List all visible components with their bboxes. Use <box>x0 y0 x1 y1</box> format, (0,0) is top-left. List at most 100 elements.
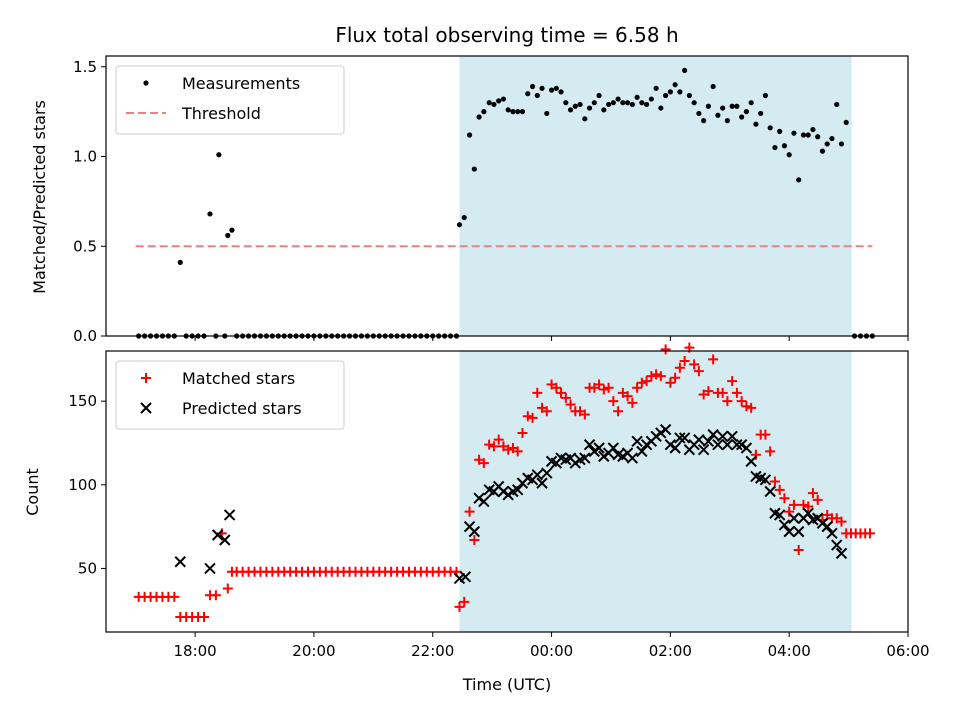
predicted-stars-point <box>579 452 591 464</box>
matched-stars-point <box>641 376 652 387</box>
matched-stars-point <box>556 387 567 398</box>
predicted-stars-point <box>707 428 719 441</box>
matched-stars-point <box>674 362 685 373</box>
measurement-point <box>739 114 745 120</box>
measurement-point <box>476 114 482 120</box>
matched-stars-point <box>636 377 647 388</box>
matched-stars-point <box>746 402 757 413</box>
predicted-stars-point <box>721 438 734 451</box>
predicted-stars-point <box>821 520 833 533</box>
matched-stars-point <box>774 484 785 495</box>
predicted-stars-point <box>593 442 605 454</box>
legend-marker-predicted <box>140 402 152 414</box>
measurement-point <box>491 101 497 108</box>
predicted-stars-point <box>583 438 596 451</box>
matched-stars-point <box>741 401 752 412</box>
measurement-point <box>682 67 688 73</box>
top-y-tick-label: 1.0 <box>73 148 97 166</box>
measurement-point <box>767 125 773 131</box>
measurement-point <box>667 89 673 95</box>
matched-stars-point <box>807 488 818 499</box>
measurement-point <box>510 109 516 115</box>
matched-stars-point <box>660 344 671 355</box>
predicted-stars-point <box>792 525 805 538</box>
top-y-tick-label: 0.0 <box>73 327 97 345</box>
measurement-point <box>515 109 521 115</box>
measurement-point <box>829 135 835 142</box>
matched-stars-point <box>651 369 662 380</box>
predicted-stars-point <box>783 525 795 538</box>
matched-stars-point <box>722 396 733 407</box>
matched-stars-point <box>679 356 690 367</box>
legend-marker-measurements <box>143 80 149 86</box>
matched-stars-point <box>622 391 633 402</box>
matched-stars-point <box>693 366 704 377</box>
predicted-stars-point <box>731 438 743 451</box>
measurement-point <box>691 100 697 106</box>
measurement-point <box>615 96 621 102</box>
measurement-point <box>534 92 540 99</box>
matched-stars-point <box>541 406 552 417</box>
measurement-point <box>548 87 555 93</box>
predicted-stars-point <box>716 430 729 443</box>
measurement-point <box>824 141 830 147</box>
top-legend-box <box>115 65 345 135</box>
x-axis-label: Time (UTC) <box>462 675 551 694</box>
measurement-point <box>696 110 702 117</box>
matched-stars-point <box>532 387 543 398</box>
measurement-point <box>177 259 183 266</box>
predicted-stars-point <box>726 430 738 443</box>
predicted-stars-point <box>778 519 791 531</box>
measurement-point <box>815 134 821 140</box>
matched-stars-point <box>812 494 823 505</box>
top-series-measurements <box>136 67 875 339</box>
matched-stars-point <box>527 412 538 423</box>
measurement-point <box>791 130 797 136</box>
x-tick-label: 00:00 <box>530 642 573 660</box>
bottom-series-predicted-stars <box>174 423 848 585</box>
measurement-point <box>634 94 640 100</box>
matched-stars-point <box>459 596 470 607</box>
legend-label: Threshold <box>181 104 261 123</box>
predicted-stars-point <box>468 525 481 538</box>
matched-stars-point <box>703 386 714 397</box>
bottom-axes-frame <box>105 350 909 633</box>
top-legend: Measurements Threshold <box>115 65 345 135</box>
matched-stars-point <box>493 434 504 445</box>
measurement-point <box>772 144 778 151</box>
predicted-stars-point <box>478 495 490 508</box>
matched-stars-point <box>522 411 533 422</box>
predicted-stars-point <box>211 529 224 541</box>
matched-stars-point <box>210 590 221 601</box>
measurement-point <box>601 107 607 113</box>
measurement-point <box>544 110 550 117</box>
top-axes-frame <box>105 55 909 337</box>
matched-stars-point <box>517 427 528 438</box>
predicted-stars-point <box>802 507 814 519</box>
measurement-point <box>596 92 602 99</box>
matched-stars-point <box>169 591 180 602</box>
matched-stars-point <box>646 371 657 382</box>
predicted-stars-point <box>697 443 710 456</box>
measurement-point <box>620 100 626 106</box>
predicted-stars-point <box>702 435 715 448</box>
predicted-stars-point <box>511 484 524 496</box>
matched-stars-point <box>603 382 614 393</box>
matched-stars-point <box>608 396 619 407</box>
matched-stars-point <box>788 499 799 510</box>
measurement-point <box>843 119 849 126</box>
x-tick-label: 22:00 <box>411 642 454 660</box>
measurement-point <box>786 152 792 158</box>
measurement-point <box>819 148 826 154</box>
measurement-point <box>729 103 735 109</box>
legend-label: Predicted stars <box>182 399 302 418</box>
measurement-point <box>658 105 664 111</box>
matched-stars-point <box>769 476 780 487</box>
x-tick-label: 18:00 <box>173 642 216 660</box>
matched-stars-point <box>632 382 643 393</box>
measurement-point <box>529 83 536 90</box>
predicted-stars-point <box>745 455 757 468</box>
x-tick-label: 04:00 <box>768 642 811 660</box>
matched-stars-point <box>864 528 875 539</box>
